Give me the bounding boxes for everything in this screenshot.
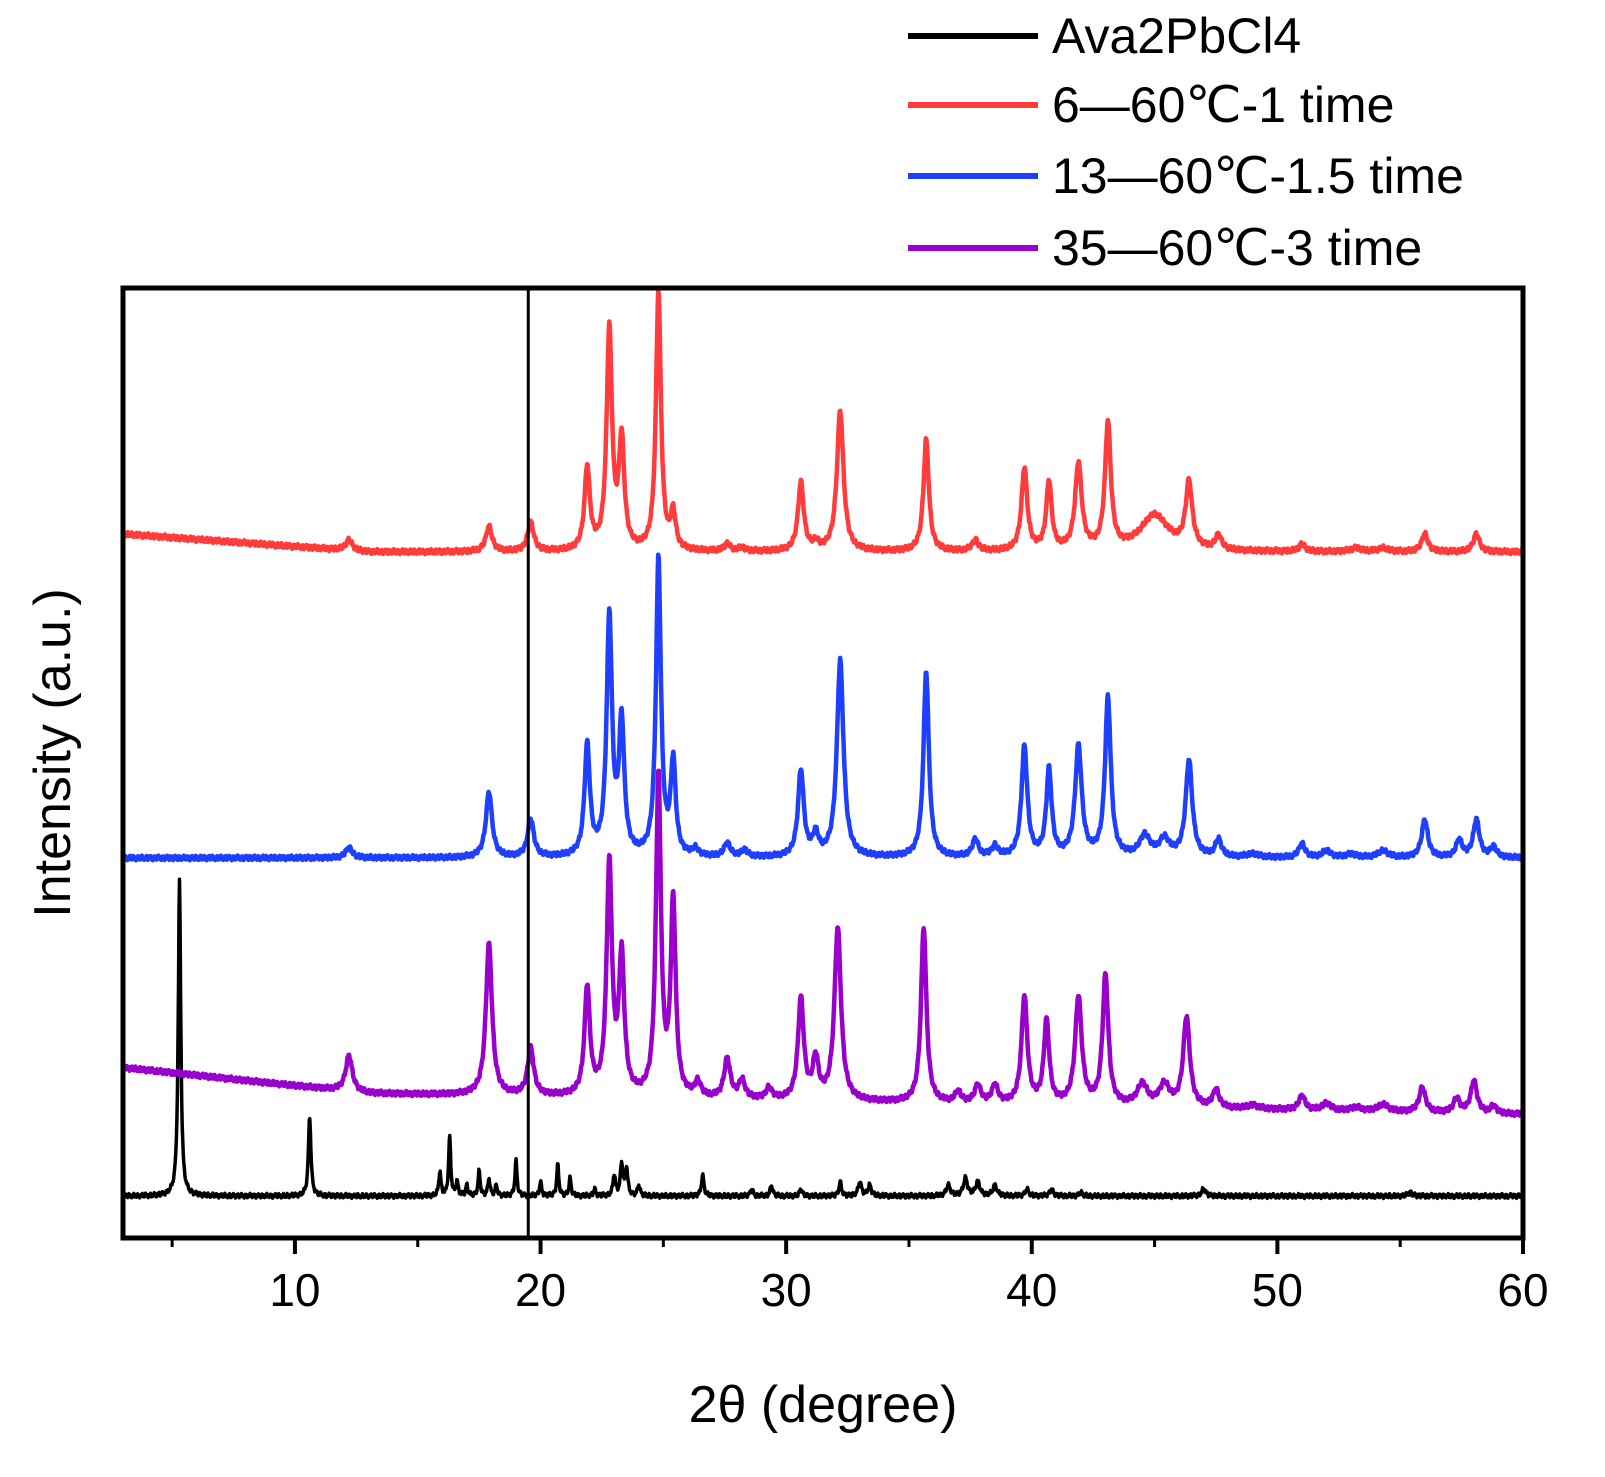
legend-label: Ava2PbCl4 [1052,8,1301,64]
x-tick-label: 40 [1006,1264,1057,1316]
series-line-3 [120,288,1526,557]
x-axis-title: 2θ (degree) [689,1376,958,1434]
series-line-1 [120,768,1526,1119]
series-line-2 [121,552,1526,863]
y-axis-title: Intensity (a.u.) [24,588,82,917]
x-tick-label: 20 [515,1264,566,1316]
x-tick-label: 60 [1497,1264,1548,1316]
x-tick-label: 30 [761,1264,812,1316]
series-layer [120,288,1526,1201]
x-tick-label: 10 [269,1264,320,1316]
legend: Ava2PbCl4 6—60℃-1 time 13—60℃-1.5 time 35—6… [908,8,1464,276]
legend-label: 13—60℃-1.5 time [1052,148,1464,204]
x-axis-ticks: 10 20 30 40 50 60 [170,1238,1549,1316]
legend-label: 35—60℃-3 time [1052,220,1422,276]
legend-label: 6—60℃-1 time [1052,77,1394,133]
x-tick-label: 50 [1252,1264,1303,1316]
plot-frame [120,285,1526,1241]
series-line-0 [121,877,1525,1201]
